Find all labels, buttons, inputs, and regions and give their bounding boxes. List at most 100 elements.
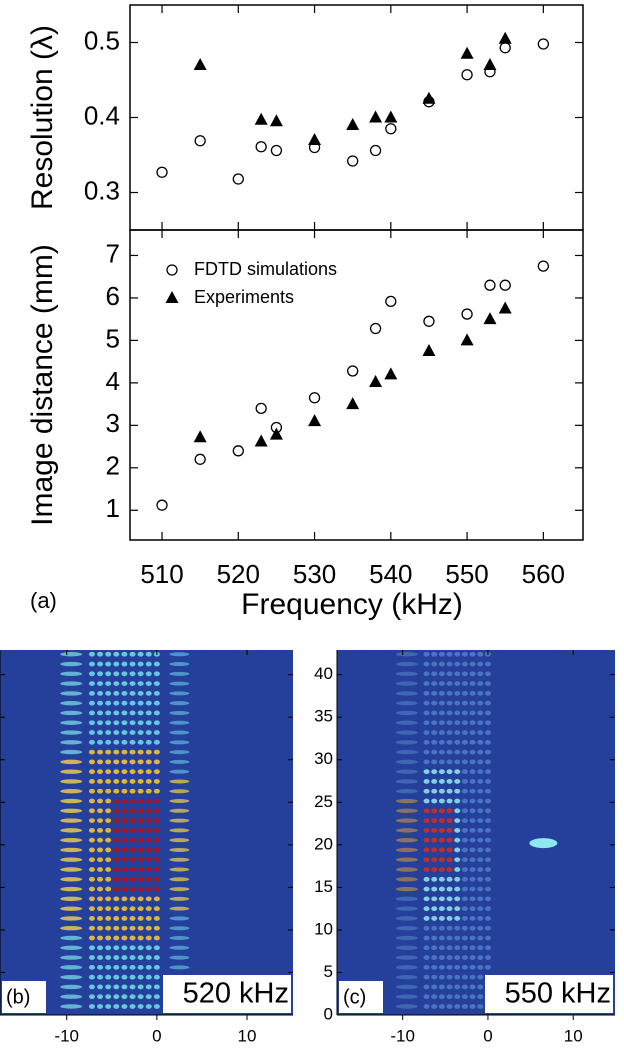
heatmap-pattern bbox=[446, 857, 453, 863]
heatmap-pattern bbox=[423, 671, 430, 677]
heatmap-pattern bbox=[60, 808, 83, 814]
heatmap-pattern bbox=[145, 769, 152, 775]
heatmap-pattern bbox=[60, 886, 83, 892]
heatmap-pattern bbox=[423, 867, 430, 872]
heatmap-pattern bbox=[105, 671, 112, 677]
heatmap-pattern bbox=[97, 955, 104, 960]
heatmap-pattern bbox=[446, 867, 453, 872]
heatmap-pattern bbox=[97, 925, 104, 931]
heatmap-pattern bbox=[169, 701, 190, 706]
heatmap-pattern bbox=[153, 935, 160, 941]
heatmap-pattern bbox=[469, 739, 476, 745]
heatmap-pattern bbox=[461, 661, 468, 667]
heatmap-pattern bbox=[113, 955, 120, 960]
heatmap-pattern bbox=[137, 837, 144, 843]
heatmap-pattern bbox=[461, 788, 468, 794]
heatmap-pattern bbox=[121, 661, 128, 667]
heatmap-pattern bbox=[454, 857, 461, 863]
heatmap-pattern bbox=[129, 1004, 136, 1009]
heatmap-pattern bbox=[105, 886, 112, 892]
heatmap-pattern bbox=[431, 945, 438, 951]
heatmap-pattern bbox=[431, 788, 438, 794]
heatmap-pattern bbox=[431, 1004, 438, 1009]
heatmap-pattern bbox=[105, 827, 112, 833]
heatmap-pattern bbox=[395, 818, 418, 823]
heatmap-pattern bbox=[446, 690, 453, 696]
heatmap-pattern bbox=[169, 877, 190, 882]
heatmap-pattern bbox=[60, 945, 83, 950]
heatmap-pattern bbox=[484, 945, 491, 951]
heatmap-pattern bbox=[454, 671, 461, 677]
heatmap-pattern bbox=[88, 700, 95, 706]
heatmap-pattern bbox=[484, 788, 491, 794]
heatmap-pattern bbox=[461, 671, 468, 677]
x-tick-label: 10 bbox=[564, 1026, 583, 1045]
heatmap-pattern bbox=[169, 838, 190, 843]
heatmap-pattern bbox=[438, 837, 445, 843]
heatmap-pattern bbox=[438, 955, 445, 960]
heatmap-pattern bbox=[477, 739, 484, 745]
x-tick-label: 540 bbox=[369, 559, 412, 589]
heatmap-pattern bbox=[477, 661, 484, 667]
heatmap-pattern bbox=[153, 876, 160, 882]
heatmap-pattern bbox=[438, 925, 445, 931]
heatmap-pattern bbox=[129, 779, 136, 784]
heatmap-pattern bbox=[431, 925, 438, 931]
heatmap-pattern bbox=[169, 730, 190, 735]
heatmap-pattern bbox=[423, 808, 430, 814]
heatmap-pattern bbox=[113, 867, 120, 872]
heatmap-pattern bbox=[169, 965, 190, 970]
heatmap-pattern bbox=[469, 955, 476, 960]
heatmap-pattern bbox=[477, 651, 484, 657]
heatmap-pattern bbox=[431, 876, 438, 882]
y-tick-label: 4 bbox=[106, 366, 120, 396]
heatmap-pattern bbox=[423, 896, 430, 902]
y-tick-label: 1 bbox=[106, 493, 120, 523]
heatmap-pattern bbox=[477, 720, 484, 726]
heatmap-pattern bbox=[97, 1004, 104, 1009]
heatmap-pattern bbox=[129, 984, 136, 990]
heatmap-pattern bbox=[395, 867, 418, 872]
heatmap-pattern bbox=[469, 661, 476, 667]
heatmap-pattern bbox=[88, 720, 95, 726]
triangle-marker bbox=[369, 110, 383, 123]
heatmap-pattern bbox=[129, 994, 136, 1000]
heatmap-pattern bbox=[97, 671, 104, 677]
heatmap-pattern bbox=[105, 798, 112, 804]
heatmap-pattern bbox=[105, 984, 112, 990]
heatmap-pattern bbox=[121, 955, 128, 960]
heatmap-pattern bbox=[395, 681, 418, 686]
heatmap-pattern bbox=[105, 661, 112, 667]
heatmap-pattern bbox=[169, 769, 190, 774]
heatmap-pattern bbox=[477, 945, 484, 951]
heatmap-pattern bbox=[88, 964, 95, 970]
heatmap-pattern bbox=[431, 984, 438, 990]
heatmap-pattern bbox=[454, 759, 461, 765]
heatmap-pattern bbox=[88, 994, 95, 1000]
heatmap-pattern bbox=[169, 681, 190, 686]
heatmap-pattern bbox=[477, 808, 484, 814]
heatmap-pattern bbox=[484, 710, 491, 716]
circle-marker bbox=[347, 365, 359, 377]
heatmap-pattern bbox=[145, 808, 152, 814]
heatmap-pattern bbox=[469, 964, 476, 970]
heatmap-pattern bbox=[438, 867, 445, 872]
heatmap-pattern bbox=[461, 690, 468, 696]
heatmap-pattern bbox=[153, 847, 160, 853]
heatmap-pattern bbox=[137, 681, 144, 687]
heatmap-pattern bbox=[461, 798, 468, 804]
heatmap-pattern bbox=[438, 690, 445, 696]
heatmap-pattern bbox=[395, 837, 418, 843]
heatmap-pattern bbox=[469, 769, 476, 775]
heatmap-pattern bbox=[88, 945, 95, 951]
heatmap-pattern bbox=[97, 857, 104, 863]
heatmap-pattern bbox=[395, 965, 418, 970]
heatmap-pattern bbox=[97, 759, 104, 765]
heatmap-pattern bbox=[129, 837, 136, 843]
heatmap-pattern bbox=[121, 730, 128, 735]
heatmap-pattern bbox=[137, 974, 144, 980]
heatmap-pattern bbox=[454, 896, 461, 902]
heatmap-pattern bbox=[121, 788, 128, 794]
heatmap-pattern bbox=[97, 769, 104, 775]
